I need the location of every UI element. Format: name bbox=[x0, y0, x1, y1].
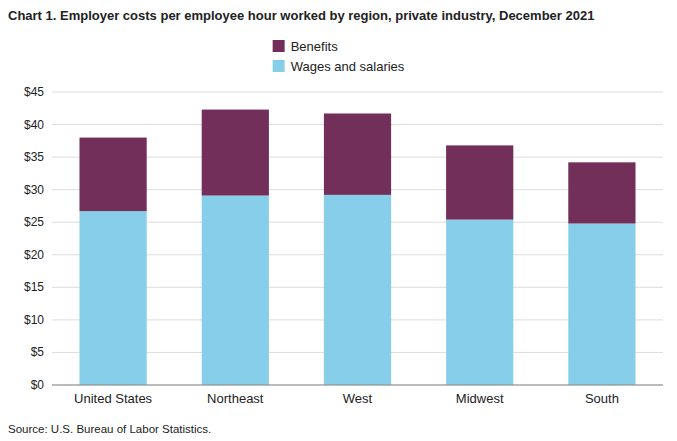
bar bbox=[324, 195, 391, 385]
title: Chart 1. Employer costs per employee hou… bbox=[8, 8, 594, 23]
y-tick-label: $20 bbox=[24, 248, 44, 262]
y-tick-label: $10 bbox=[24, 313, 44, 327]
source-note: Source: U.S. Bureau of Labor Statistics. bbox=[8, 423, 211, 435]
x-tick-label: United States bbox=[74, 391, 153, 406]
legend: Benefits Wages and salaries bbox=[273, 39, 405, 74]
bar bbox=[202, 110, 269, 196]
legend-label: Benefits bbox=[291, 39, 338, 54]
bar bbox=[79, 211, 146, 385]
bars bbox=[79, 110, 635, 385]
x-axis-line bbox=[52, 385, 663, 386]
bar bbox=[324, 113, 391, 194]
x-tick-label: Midwest bbox=[456, 391, 504, 406]
y-tick-label: $35 bbox=[24, 150, 44, 164]
bar bbox=[568, 162, 635, 223]
bar bbox=[568, 224, 635, 385]
y-tick-label: $45 bbox=[24, 85, 44, 99]
x-tick-label: South bbox=[585, 391, 619, 406]
bar bbox=[202, 196, 269, 385]
y-tick-label: $40 bbox=[24, 118, 44, 132]
grid-line bbox=[52, 92, 663, 93]
bar bbox=[446, 220, 513, 385]
legend-swatch bbox=[273, 60, 285, 72]
y-tick-label: $0 bbox=[31, 378, 45, 392]
x-tick-label: Northeast bbox=[207, 391, 264, 406]
y-tick-label: $30 bbox=[24, 183, 44, 197]
y-tick-label: $5 bbox=[31, 345, 45, 359]
legend-label: Wages and salaries bbox=[291, 59, 405, 74]
bar bbox=[446, 145, 513, 219]
y-tick-label: $25 bbox=[24, 215, 44, 229]
x-tick-label: West bbox=[343, 391, 373, 406]
y-tick-label: $15 bbox=[24, 280, 44, 294]
legend-swatch bbox=[273, 40, 285, 52]
bar bbox=[79, 138, 146, 212]
grid-line bbox=[52, 385, 663, 386]
